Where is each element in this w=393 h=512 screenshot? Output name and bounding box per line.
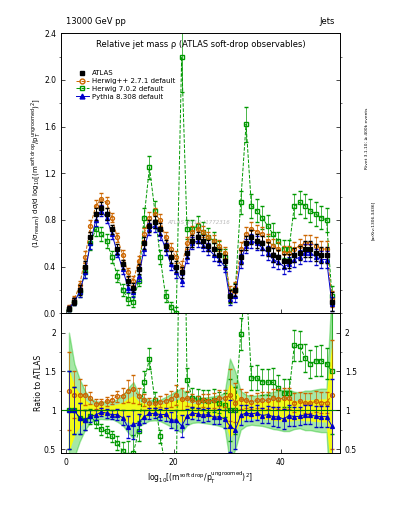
Text: ATLAS_2019_I1772316: ATLAS_2019_I1772316 xyxy=(167,220,230,225)
Text: Jets: Jets xyxy=(319,17,334,26)
X-axis label: log$_{10}$[(m$^{\rm soft\ drop}$/p$_{\rm T}^{\rm ungroomed}$)$^2$]: log$_{10}$[(m$^{\rm soft\ drop}$/p$_{\rm… xyxy=(147,470,253,486)
Text: Rivet 3.1.10; ≥ 400k events: Rivet 3.1.10; ≥ 400k events xyxy=(365,108,369,169)
Text: [arXiv:1306.3436]: [arXiv:1306.3436] xyxy=(371,201,375,240)
Text: 13000 GeV pp: 13000 GeV pp xyxy=(66,17,127,26)
Y-axis label: (1/σ$_{\rm resum}$) dσ/d log$_{10}$[(m$^{\rm soft\ drop}$/p$_T^{\rm ungroomed}$): (1/σ$_{\rm resum}$) dσ/d log$_{10}$[(m$^… xyxy=(29,98,42,248)
Y-axis label: Ratio to ATLAS: Ratio to ATLAS xyxy=(33,355,42,411)
Legend: ATLAS, Herwig++ 2.7.1 default, Herwig 7.0.2 default, Pythia 8.308 default: ATLAS, Herwig++ 2.7.1 default, Herwig 7.… xyxy=(75,70,175,99)
Text: Relative jet mass ρ (ATLAS soft-drop observables): Relative jet mass ρ (ATLAS soft-drop obs… xyxy=(95,40,305,49)
